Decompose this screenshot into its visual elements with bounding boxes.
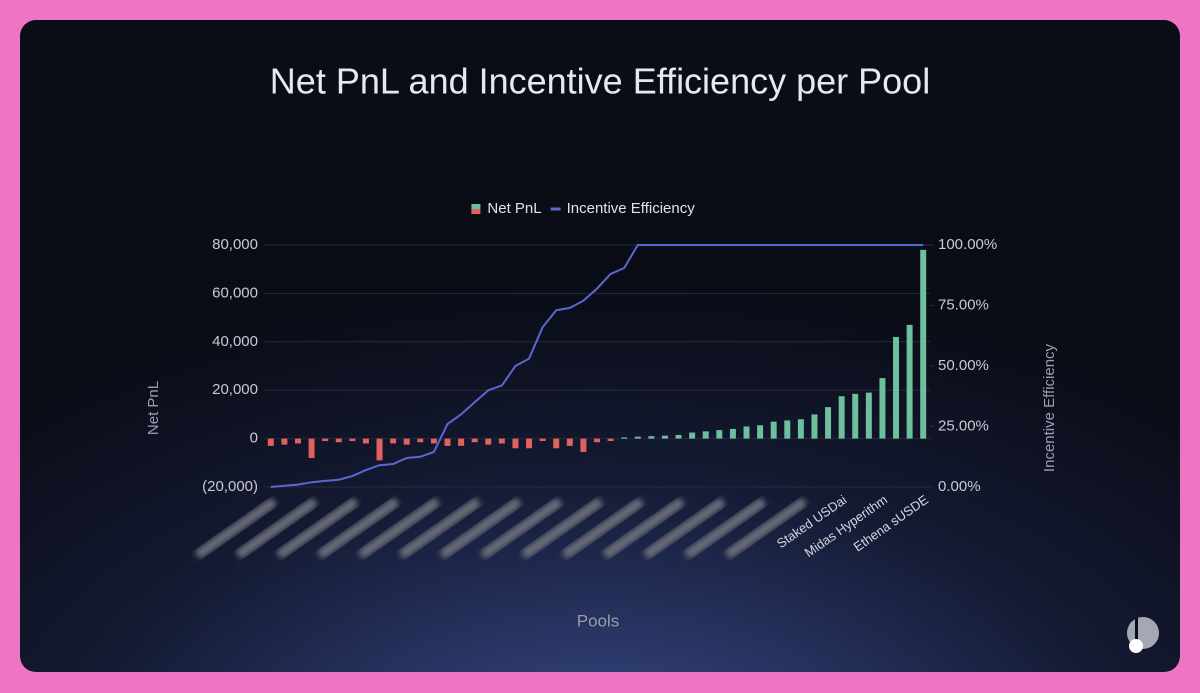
blurred-label (644, 498, 725, 559)
bar (702, 431, 709, 439)
legend-label: Net PnL (487, 200, 541, 217)
bar (716, 430, 723, 439)
bar (634, 436, 641, 439)
bar (512, 438, 519, 449)
blurred-label (725, 498, 807, 559)
bar (811, 414, 818, 439)
blurred-label (603, 498, 684, 559)
bar (335, 438, 342, 443)
bar (838, 396, 845, 439)
bar (471, 438, 478, 443)
bar (498, 438, 505, 444)
bar (417, 438, 424, 443)
blurred-label (236, 498, 317, 559)
bar (729, 428, 736, 439)
bar (661, 435, 668, 439)
bar (865, 392, 872, 439)
bar (852, 393, 859, 439)
bar (267, 438, 274, 446)
bar (390, 438, 397, 444)
bar (553, 438, 560, 449)
logo (1127, 617, 1159, 653)
y-tick-label: 0 (250, 430, 258, 447)
y-tick-label: 60,000 (212, 284, 258, 301)
bar (294, 438, 301, 444)
bar (743, 426, 750, 439)
x-axis-title: Pools (577, 611, 620, 630)
bar (920, 249, 927, 439)
blurred-label (481, 498, 562, 559)
y-tick-label: 40,000 (212, 333, 258, 350)
blurred-label (562, 498, 644, 559)
bar (594, 438, 600, 443)
bar (797, 419, 804, 439)
bar (893, 336, 900, 439)
bar (444, 438, 451, 446)
y-tick-label: 80,000 (212, 236, 258, 253)
card (20, 20, 1180, 672)
blurred-label (195, 498, 277, 559)
y2-axis-title: Incentive Efficiency (1041, 343, 1058, 472)
bar (648, 436, 655, 439)
bar (607, 438, 614, 442)
y2-tick-label: 25.00% (938, 417, 989, 434)
bar (689, 432, 696, 439)
bar (825, 407, 832, 439)
bar (308, 438, 315, 458)
bar (539, 438, 546, 442)
blurred-label (318, 498, 399, 559)
y2-tick-label: 0.00% (938, 478, 981, 495)
bar (784, 420, 791, 439)
bar (362, 438, 369, 444)
bar (458, 438, 465, 446)
legend-label: Incentive Efficiency (567, 200, 696, 217)
blurred-label (440, 498, 521, 559)
blurred-label (684, 498, 766, 559)
bar (621, 437, 628, 439)
bar (566, 438, 573, 446)
y-tick-label: 20,000 (212, 381, 258, 398)
bar (376, 438, 383, 461)
legend-swatch (471, 209, 481, 214)
bar (757, 425, 764, 439)
bar (281, 438, 288, 445)
blurred-label (277, 498, 358, 559)
bar (403, 438, 410, 445)
bar (770, 421, 777, 439)
blurred-label (399, 498, 480, 559)
bar (485, 438, 492, 445)
bar (879, 378, 886, 439)
y-tick-label: (20,000) (202, 478, 258, 495)
blurred-label (358, 498, 440, 559)
bar (430, 438, 437, 444)
blurred-label (521, 498, 603, 559)
y2-tick-label: 50.00% (938, 357, 989, 374)
y2-tick-label: 75.00% (938, 296, 989, 313)
line (270, 244, 924, 488)
bar (526, 438, 533, 449)
bar (906, 324, 913, 439)
bar (349, 438, 356, 442)
y-axis-title: Net PnL (145, 381, 162, 435)
bar (580, 438, 587, 452)
y2-tick-label: 100.00% (938, 236, 997, 253)
legend-swatch (471, 204, 481, 209)
bar (675, 434, 682, 439)
chart-title: Net PnL and Incentive Efficiency per Poo… (270, 61, 930, 102)
bar (322, 438, 329, 442)
